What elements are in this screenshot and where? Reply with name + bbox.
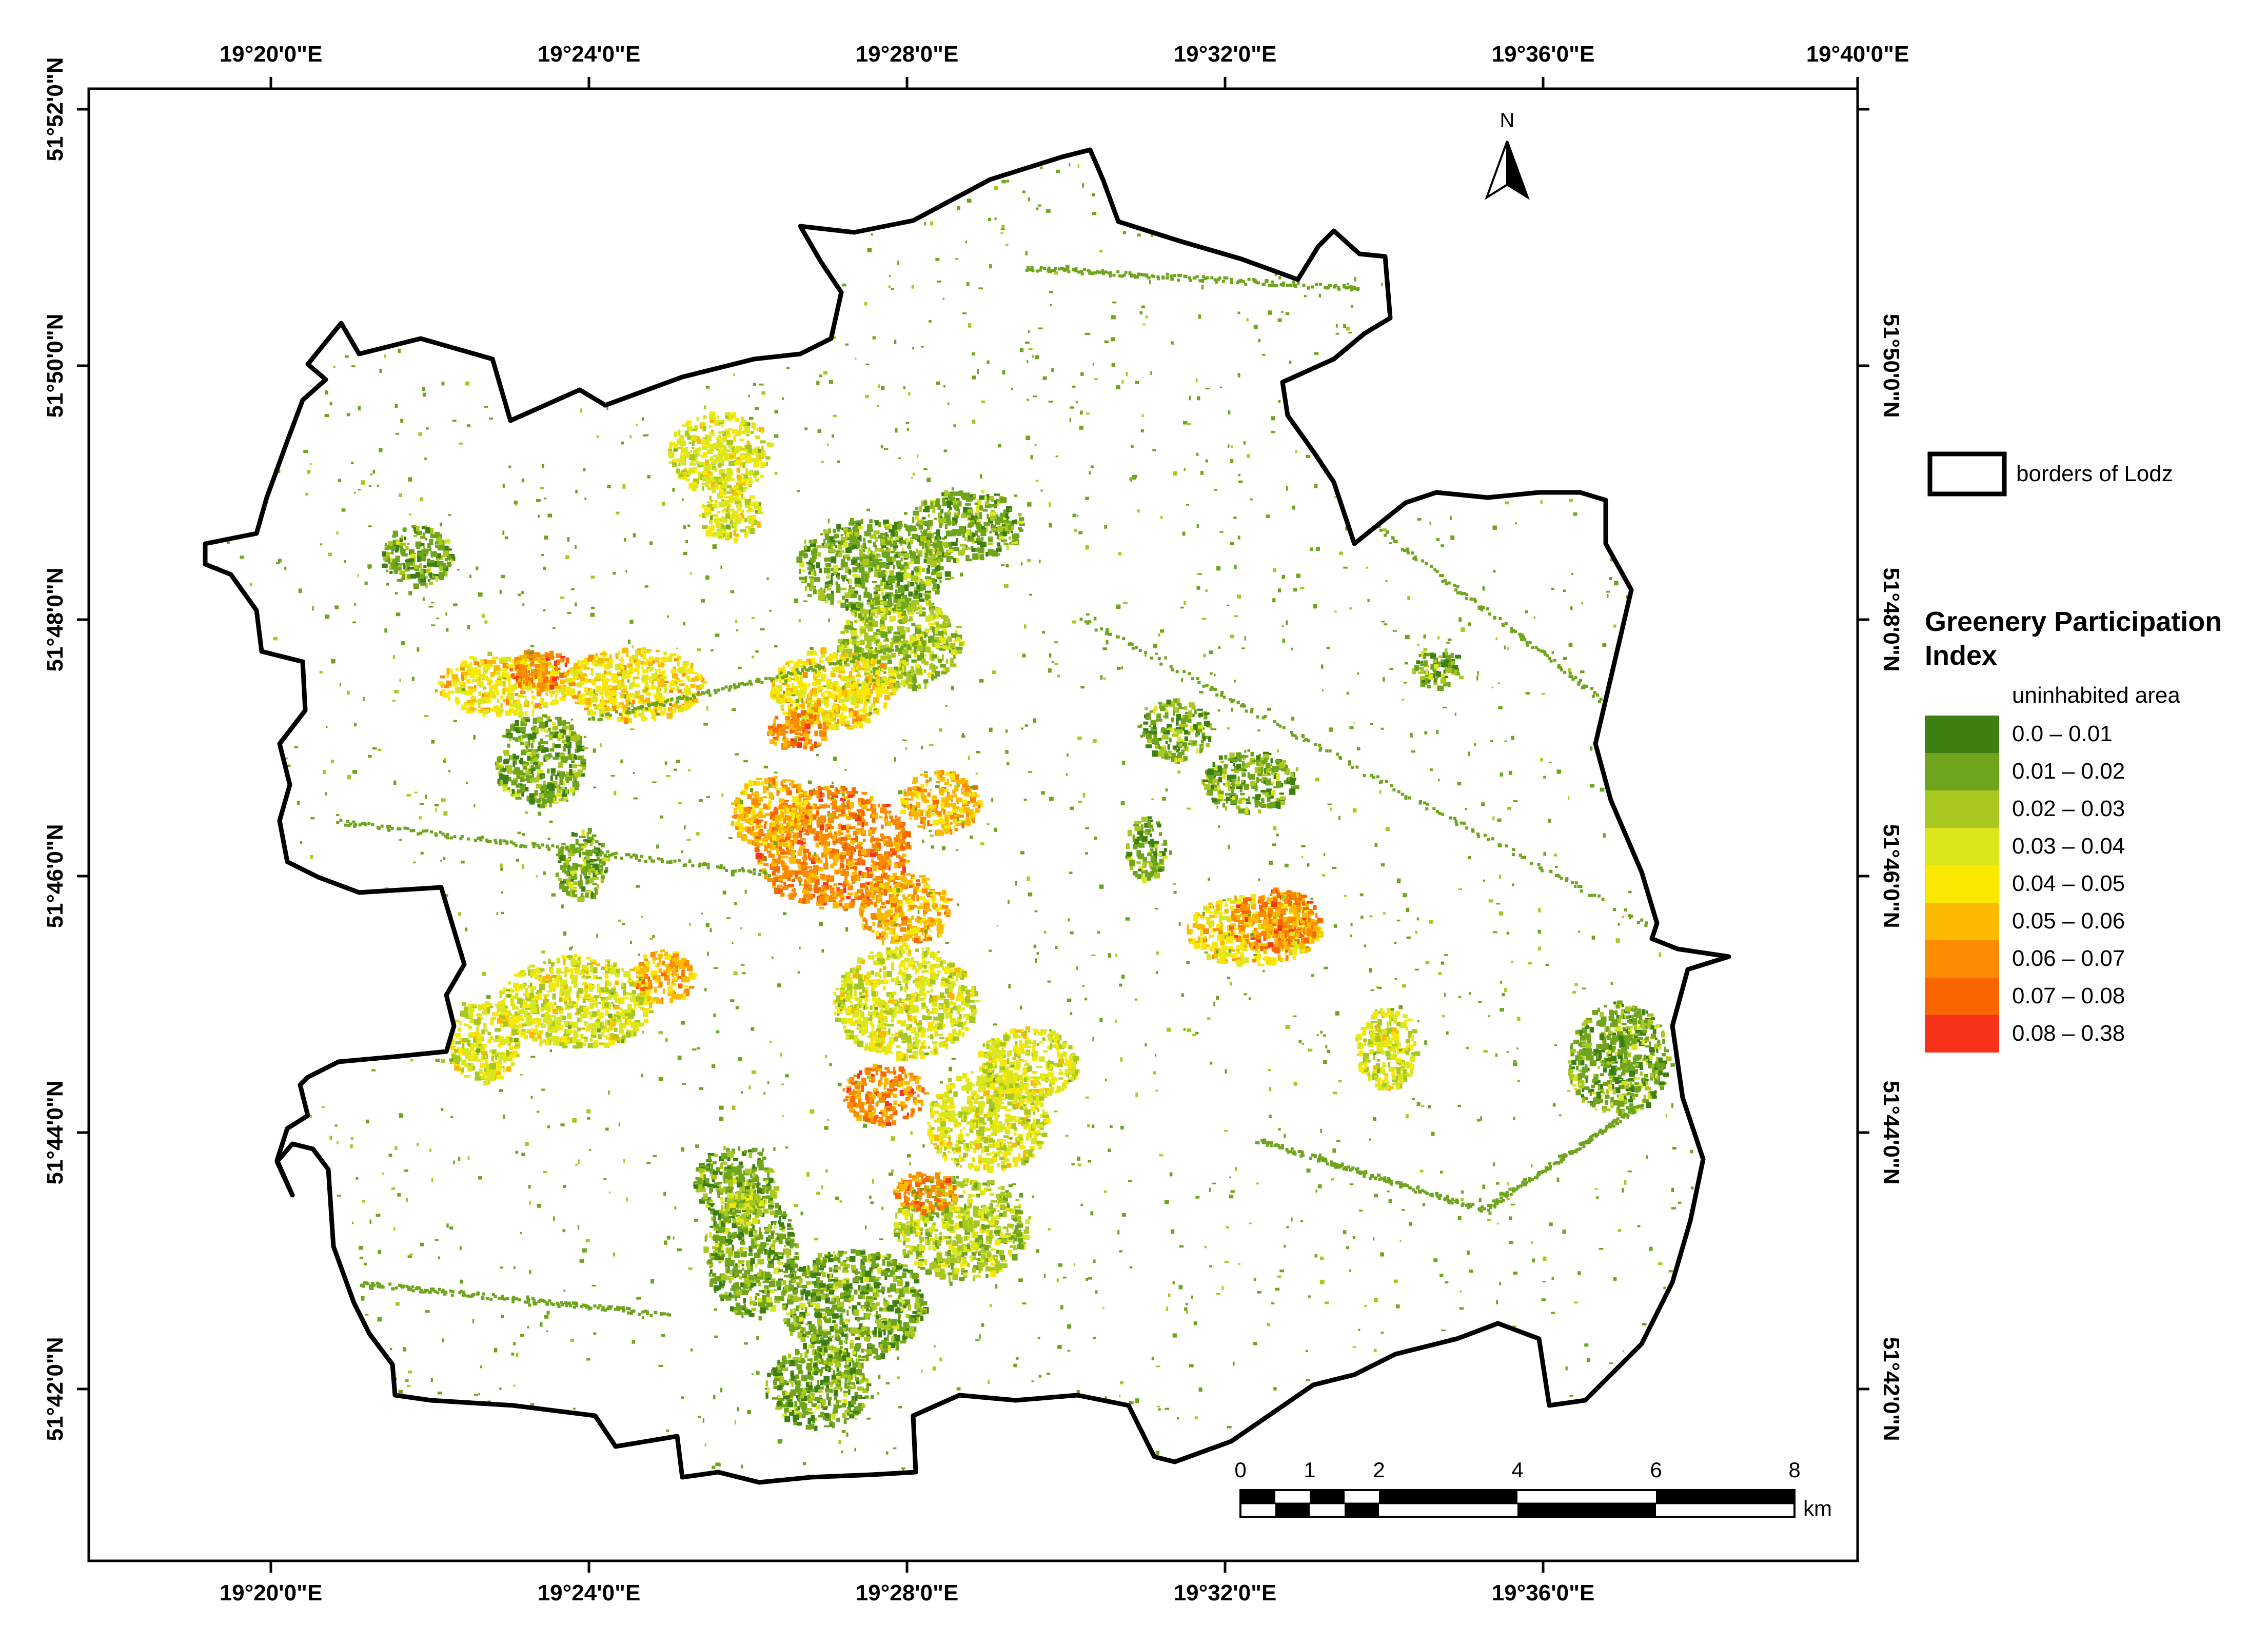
legend-boundary-label: borders of Lodz bbox=[2016, 461, 2173, 486]
legend-class-label: 0.06 – 0.07 bbox=[2012, 946, 2125, 971]
legend-swatch bbox=[1925, 753, 1999, 790]
legend-class-label: 0.08 – 0.38 bbox=[2012, 1021, 2125, 1046]
legend-swatch bbox=[1925, 978, 1999, 1015]
legend-class-label: 0.05 – 0.06 bbox=[2012, 908, 2125, 934]
legend-class-label: 0.07 – 0.08 bbox=[2012, 983, 2125, 1008]
scale-tick-label: 0 bbox=[1234, 1458, 1246, 1482]
scale-tick-label: 6 bbox=[1650, 1458, 1662, 1482]
legend-swatch bbox=[1925, 903, 1999, 940]
lat-label: 51°44'0"N bbox=[43, 1080, 68, 1184]
lat-label: 51°52'0"N bbox=[43, 57, 68, 161]
lat-label: 51°42'0"N bbox=[43, 1337, 68, 1441]
lon-labels-top: 19°20'0"E 19°24'0"E 19°28'0"E 19°32'0"E … bbox=[220, 42, 1909, 67]
legend-swatch bbox=[1925, 865, 1999, 903]
lat-label: 51°46'0"N bbox=[43, 824, 68, 928]
lat-label: 51°50'0"N bbox=[1879, 313, 1904, 418]
lat-label: 51°44'0"N bbox=[1879, 1080, 1904, 1184]
scale-tick-label: 8 bbox=[1788, 1458, 1800, 1482]
lon-label: 19°20'0"E bbox=[220, 42, 323, 67]
legend-swatch bbox=[1925, 940, 1999, 978]
legend: borders of Lodz Greenery Participation I… bbox=[1925, 454, 2222, 1053]
legend-swatch bbox=[1925, 716, 1999, 753]
lon-label: 19°36'0"E bbox=[1492, 1580, 1595, 1605]
scale-tick-label: 4 bbox=[1511, 1458, 1523, 1482]
legend-classes: 0.0 – 0.01 0.01 – 0.02 0.02 – 0.03 0.03 – 0… bbox=[1925, 716, 2125, 1053]
legend-uninhabited-label: uninhabited area bbox=[2012, 683, 2180, 708]
lat-label: 51°48'0"N bbox=[1879, 567, 1904, 671]
lon-label: 19°32'0"E bbox=[1174, 42, 1277, 67]
legend-class-label: 0.01 – 0.02 bbox=[2012, 759, 2125, 784]
legend-title-line2: Index bbox=[1925, 640, 1997, 671]
lon-label: 19°36'0"E bbox=[1492, 42, 1595, 67]
legend-class-label: 0.02 – 0.03 bbox=[2012, 796, 2125, 821]
legend-class-label: 0.04 – 0.05 bbox=[2012, 871, 2125, 896]
lat-label: 51°46'0"N bbox=[1879, 824, 1904, 928]
scale-unit: km bbox=[1803, 1496, 1832, 1520]
lon-label: 19°28'0"E bbox=[856, 1580, 959, 1605]
legend-swatch bbox=[1925, 790, 1999, 828]
lon-label: 19°24'0"E bbox=[538, 1580, 641, 1605]
scale-tick-label: 2 bbox=[1373, 1458, 1385, 1482]
lat-label: 51°50'0"N bbox=[43, 313, 68, 418]
legend-class-label: 0.0 – 0.01 bbox=[2012, 721, 2113, 746]
lat-label: 51°48'0"N bbox=[43, 567, 68, 671]
scale-tick-label: 1 bbox=[1304, 1458, 1315, 1482]
lon-label: 19°24'0"E bbox=[538, 42, 641, 67]
legend-swatch bbox=[1925, 828, 1999, 865]
legend-title: Greenery Participation bbox=[1925, 606, 2222, 637]
lon-label: 19°28'0"E bbox=[856, 42, 959, 67]
lon-label: 19°40'0"E bbox=[1806, 42, 1909, 67]
legend-class-label: 0.03 – 0.04 bbox=[2012, 834, 2125, 859]
lat-label: 51°42'0"N bbox=[1879, 1337, 1904, 1441]
lon-labels-bottom: 19°20'0"E 19°24'0"E 19°28'0"E 19°32'0"E … bbox=[220, 1580, 1595, 1605]
lon-label: 19°20'0"E bbox=[220, 1580, 323, 1605]
legend-boundary-swatch bbox=[1930, 454, 2004, 494]
lon-label: 19°32'0"E bbox=[1174, 1580, 1277, 1605]
legend-swatch bbox=[1925, 1015, 1999, 1053]
lat-labels-right: 51°50'0"N 51°48'0"N 51°46'0"N 51°44'0"N … bbox=[1879, 313, 1904, 1441]
lat-labels-left: 51°52'0"N 51°50'0"N 51°48'0"N 51°46'0"N … bbox=[43, 57, 68, 1441]
